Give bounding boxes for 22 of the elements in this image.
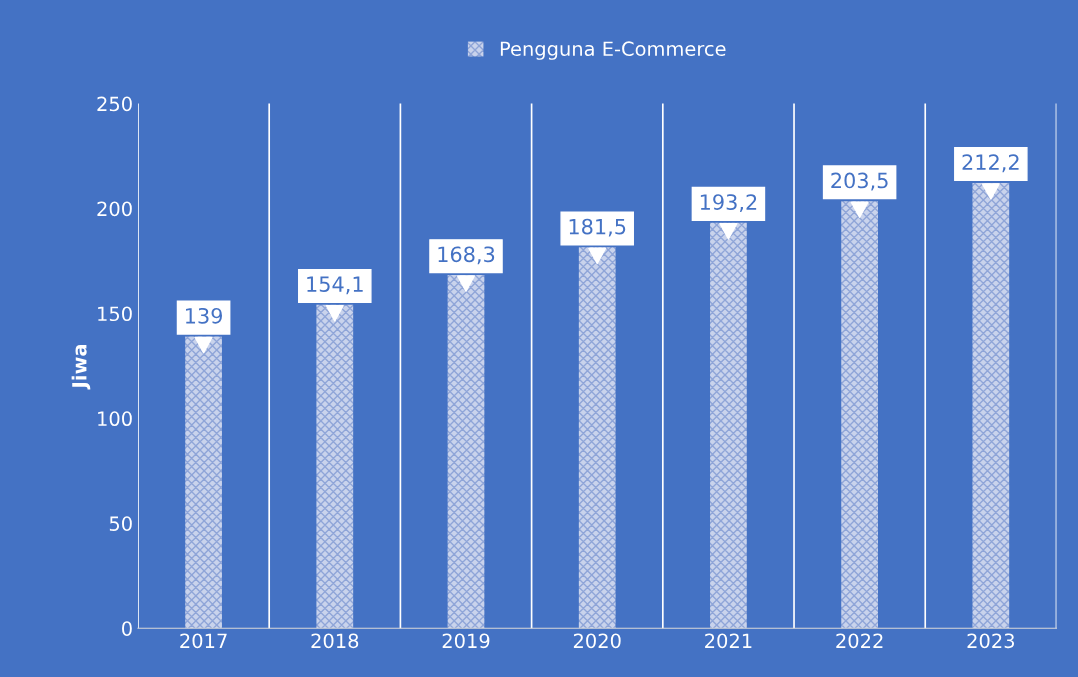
data-label: 212,2 (962, 154, 1019, 173)
y-tick-label: 200 (97, 201, 132, 217)
y-axis-title: Jiwa (71, 344, 91, 390)
y-tick-label: 50 (109, 516, 132, 531)
data-label: 168,3 (438, 246, 495, 265)
x-tick-label: 2022 (836, 633, 883, 649)
legend-label: Pengguna E-Commerce (500, 41, 726, 60)
x-tick-label: 2019 (442, 633, 490, 649)
data-label: 203,5 (831, 172, 888, 191)
x-tick-label: 2018 (311, 633, 359, 649)
x-tick-label: 2021 (705, 633, 752, 649)
y-tick-label: 150 (98, 306, 132, 322)
x-tick-label: 2020 (573, 633, 621, 649)
x-tick-label: 2023 (967, 633, 1015, 649)
y-tick-label: 0 (122, 621, 132, 636)
data-label: 139 (185, 307, 223, 324)
x-tick-label: 2017 (180, 633, 227, 649)
y-tick-label: 250 (97, 96, 132, 112)
data-label: 193,2 (700, 194, 757, 213)
data-label: 181,5 (569, 218, 626, 237)
data-label: 154,1 (307, 276, 363, 295)
y-tick-label: 100 (98, 411, 132, 427)
